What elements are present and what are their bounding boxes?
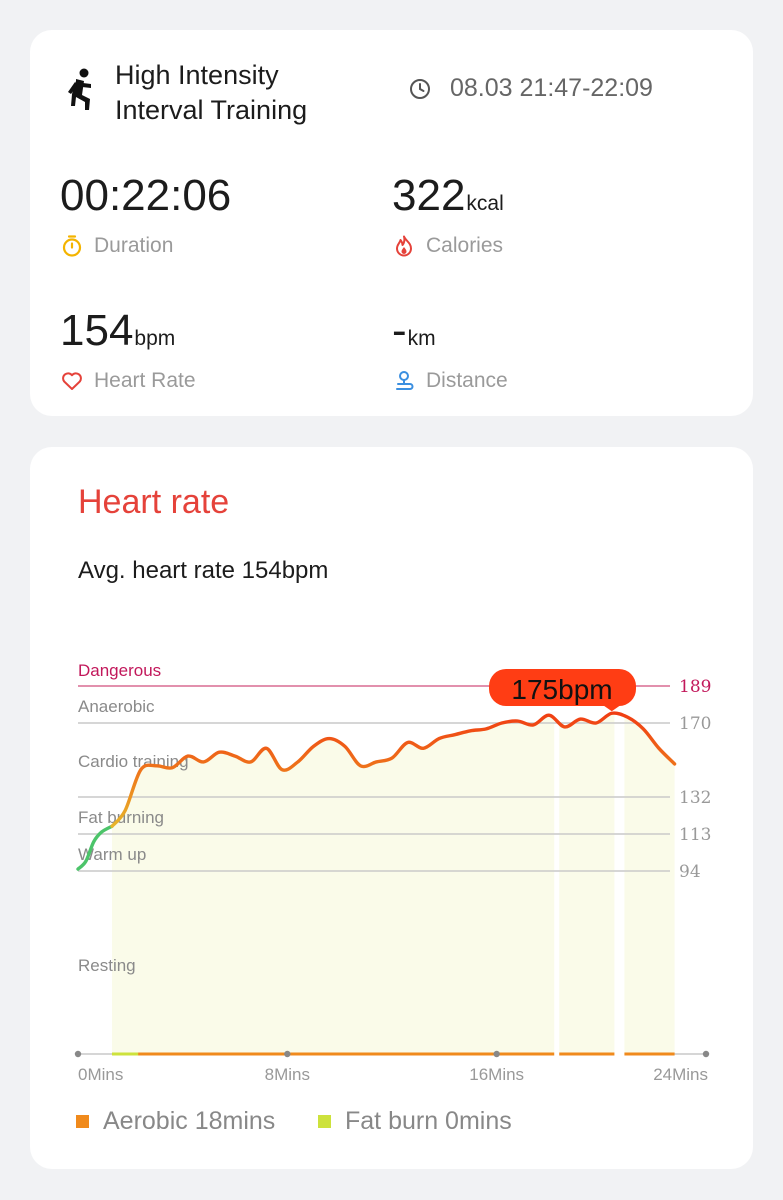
calories-unit: kcal: [466, 192, 504, 215]
zone-label: Resting: [78, 956, 136, 975]
bar-gap: [554, 1051, 560, 1057]
fill-gap: [614, 697, 625, 1054]
stat-duration: 00:22:06 Duration: [60, 172, 232, 258]
flame-icon: [396, 235, 412, 257]
duration-label: Duration: [94, 234, 174, 257]
heart-rate-title: Heart rate: [78, 483, 230, 521]
x-tick-label: 8Mins: [265, 1065, 310, 1084]
zone-label: Warm up: [78, 845, 146, 864]
heart-rate-value: 154: [60, 306, 134, 355]
heart-rate-line: [110, 711, 677, 828]
y-tick-label: 189: [679, 677, 711, 697]
aerobic-swatch: [76, 1115, 89, 1128]
stat-calories: 322kcal Calories: [392, 172, 504, 258]
calories-value: 322: [392, 171, 466, 220]
max-tooltip-pointer: [602, 705, 621, 712]
workout-title-line2: Interval Training: [115, 95, 308, 125]
distance-unit: km: [407, 327, 436, 350]
stopwatch-icon: [62, 235, 82, 257]
heart-icon: [62, 372, 82, 390]
legend-aerobic: Aerobic 18mins: [76, 1107, 275, 1136]
workout-title: High Intensity Interval Training: [115, 58, 307, 128]
warmup-line: [76, 824, 114, 871]
stat-heart-rate: 154bpm Heart Rate: [60, 307, 196, 393]
heart-rate-card: Heart rate Avg. heart rate 154bpm 189 170…: [30, 447, 753, 1169]
distance-value: -: [392, 306, 407, 355]
workout-time-range: 08.03 21:47-22:09: [408, 74, 653, 103]
max-tooltip-label: 175bpm: [511, 674, 612, 705]
distance-label: Distance: [426, 369, 508, 392]
x-tick-dot: [284, 1050, 291, 1058]
running-figure-icon: [68, 68, 91, 110]
x-tick-dot: [74, 1050, 82, 1058]
average-heart-rate: Avg. heart rate 154bpm: [78, 557, 329, 584]
x-tick-dot: [493, 1050, 500, 1058]
workout-summary-card: High Intensity Interval Training 08.03 2…: [30, 30, 753, 416]
time-range-text: 08.03 21:47-22:09: [450, 74, 653, 102]
stat-distance: -km Distance: [392, 307, 508, 393]
fill-gap: [554, 697, 560, 1054]
area-fill: [112, 713, 675, 1054]
heart-rate-unit: bpm: [134, 327, 176, 350]
zone-label: Dangerous: [78, 661, 161, 680]
y-tick-label: 132: [679, 788, 711, 808]
y-tick-label: 113: [679, 825, 711, 845]
clock-icon: [410, 78, 430, 99]
x-tick-label: 0Mins: [78, 1065, 123, 1084]
zone-label: Anaerobic: [78, 697, 155, 716]
x-tick-label: 16Mins: [469, 1065, 524, 1084]
calories-label: Calories: [426, 234, 504, 257]
legend-fat-burn: Fat burn 0mins: [318, 1107, 512, 1136]
legend-fat-burn-label: Fat burn 0mins: [345, 1107, 512, 1135]
x-tick-dot: [702, 1050, 710, 1058]
y-tick-label: 170: [679, 714, 711, 734]
y-tick-label: 94: [679, 862, 701, 882]
duration-value: 00:22:06: [60, 171, 232, 220]
fat-burn-swatch: [318, 1115, 331, 1128]
bar-gap: [614, 1051, 625, 1057]
legend-aerobic-label: Aerobic 18mins: [103, 1107, 276, 1135]
heart-rate-label: Heart Rate: [94, 369, 196, 392]
max-tooltip: [489, 669, 636, 706]
route-pin-icon: [396, 371, 414, 390]
x-tick-label: 24Mins: [653, 1065, 708, 1084]
workout-title-line1: High Intensity: [115, 60, 279, 90]
